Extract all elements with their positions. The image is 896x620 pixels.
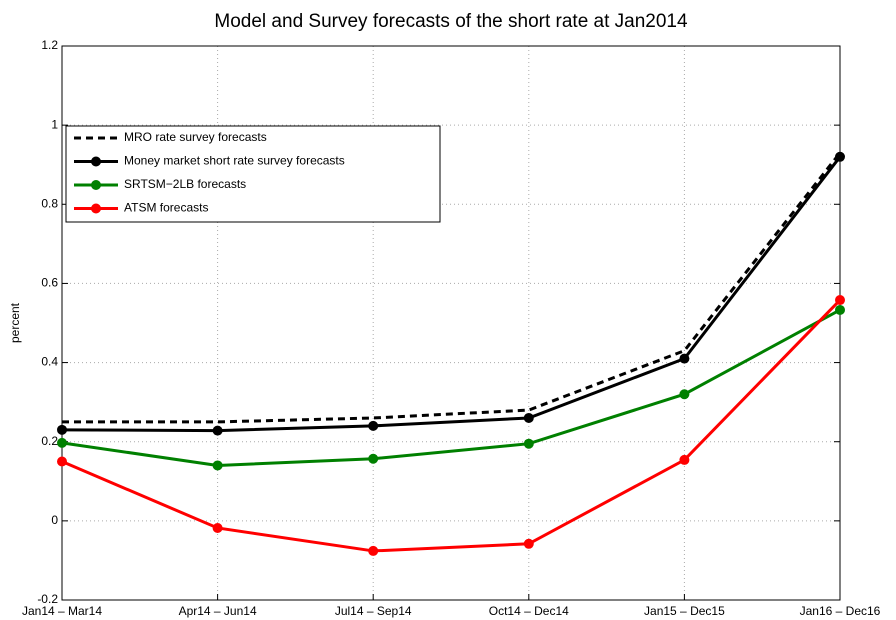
legend-label: SRTSM−2LB forecasts	[124, 177, 246, 191]
data-point	[57, 437, 67, 448]
data-point	[368, 453, 379, 464]
series-line	[62, 151, 842, 424]
legend: MRO rate survey forecasts Money market sh…	[65, 125, 441, 223]
x-tick-label: Apr14 – Jun14	[179, 604, 257, 618]
data-point	[57, 456, 67, 467]
plot-frame	[61, 45, 841, 601]
data-point	[835, 304, 845, 315]
x-tick-label: Jul14 – Sep14	[335, 604, 412, 618]
legend-label: MRO rate survey forecasts	[124, 130, 267, 144]
data-point	[523, 412, 534, 423]
data-point	[212, 425, 223, 436]
x-tick-label: Jan15 – Dec15	[644, 604, 725, 618]
legend-label: ATSM forecasts	[124, 201, 208, 215]
data-point	[368, 545, 379, 556]
x-tick-label: Jan16 – Dec16	[800, 604, 881, 618]
data-point	[679, 353, 690, 364]
data-point	[835, 151, 845, 162]
data-point	[523, 538, 534, 549]
data-point	[679, 454, 690, 465]
series-line	[61, 155, 842, 433]
series-line	[61, 299, 842, 553]
y-tick-label: 0	[51, 513, 58, 527]
legend-marker	[91, 180, 101, 190]
data-point	[835, 295, 845, 306]
y-axis-label: percent	[8, 302, 22, 343]
y-tick-label: -0.2	[37, 592, 58, 606]
legend-marker	[91, 156, 101, 167]
legend-label: Money market short rate survey forecasts	[124, 154, 345, 168]
y-tick-label: 0.2	[41, 434, 58, 448]
data-point	[57, 424, 67, 435]
data-point	[679, 389, 690, 400]
data-point	[523, 438, 534, 449]
y-tick-label: 1.2	[41, 38, 58, 52]
y-tick-label: 0.6	[41, 276, 58, 290]
y-tick-label: 1	[51, 117, 58, 131]
legend-box	[65, 125, 441, 223]
data-point	[368, 420, 379, 431]
series-line	[61, 308, 841, 467]
x-tick-label: Jan14 – Mar14	[22, 604, 102, 618]
y-tick-label: 0.4	[41, 355, 58, 369]
data-point	[212, 522, 223, 533]
x-tick-label: Oct14 – Dec14	[489, 604, 569, 618]
y-tick-label: 0.8	[41, 196, 58, 210]
chart-title: Model and Survey forecasts of the short …	[214, 11, 688, 32]
legend-marker	[91, 203, 101, 214]
data-point	[212, 460, 223, 471]
